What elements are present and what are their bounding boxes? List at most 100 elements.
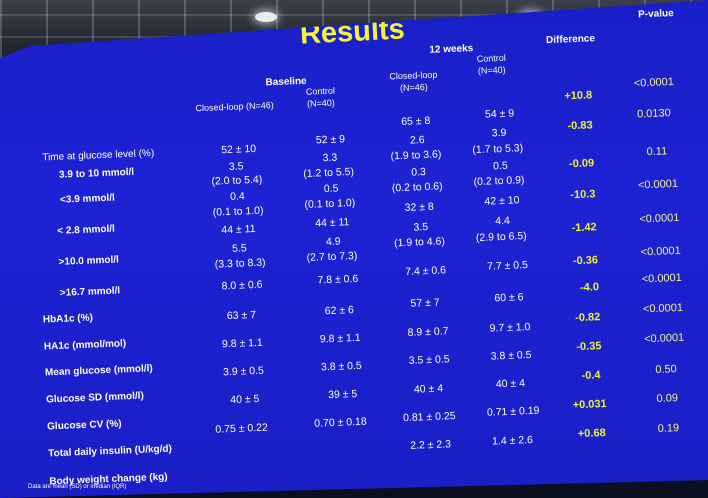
cell-baseline-closed: 5.5 — [231, 242, 248, 255]
cell-baseline-closed: 44 ± 11 — [221, 222, 256, 237]
cell-12w-control: 1.4 ± 2.6 — [491, 433, 534, 448]
row-label: HA1c (mmol/mol) — [43, 338, 127, 353]
cell-baseline-control: 0.70 ± 0.18 — [314, 415, 367, 430]
cell-12w-closed: 2.2 ± 2.3 — [409, 438, 452, 452]
row-label: HbA1c (%) — [42, 312, 94, 326]
cell-pvalue: 0.19 — [657, 422, 680, 435]
cell-pvalue: 0.50 — [655, 363, 678, 376]
cell-baseline-control: 9.8 ± 1.1 — [319, 331, 361, 346]
header-baseline: Baseline — [265, 75, 307, 89]
row-label: Mean glucose (mmol/l) — [44, 363, 153, 379]
cell-12w-control: 7.7 ± 0.5 — [486, 259, 529, 273]
cell-difference: +0.68 — [577, 427, 606, 441]
cell-pvalue: <0.0001 — [639, 211, 680, 226]
cell-baseline-control: (2.7 to 7.3) — [306, 249, 358, 264]
cell-12w-control: (2.9 to 6.5) — [475, 230, 527, 245]
cell-12w-closed: 40 ± 4 — [413, 382, 444, 396]
cell-difference: -10.3 — [570, 188, 596, 202]
cell-baseline-control: 4.9 — [325, 235, 341, 249]
footnote: Data are mean (SD) or median (IQR) — [28, 484, 127, 490]
cell-12w-closed: (1.9 to 4.6) — [393, 235, 446, 250]
header-pvalue: P-value — [637, 7, 674, 21]
header-12w-closed-loop: Closed-loop (N=46) — [389, 69, 438, 94]
row-label: Glucose SD (mmol/l) — [45, 390, 145, 406]
cell-12w-control: 4.4 — [495, 214, 511, 228]
cell-12w-closed: 8.9 ± 0.7 — [407, 325, 449, 339]
header-12-weeks: 12 weeks — [429, 43, 474, 56]
cell-difference: -1.42 — [571, 221, 597, 235]
cell-baseline-closed: 0.75 ± 0.22 — [215, 421, 269, 436]
cell-baseline-control: 3.8 ± 0.5 — [320, 359, 363, 374]
cell-baseline-control: (1.2 to 5.5) — [302, 165, 355, 180]
cell-difference: -0.82 — [574, 311, 601, 325]
cell-12w-control: 3.8 ± 0.5 — [490, 348, 532, 363]
cell-baseline-control: 44 ± 11 — [314, 216, 350, 230]
cell-baseline-closed: 63 ± 7 — [226, 308, 257, 323]
cell-baseline-closed: 8.0 ± 0.6 — [221, 278, 263, 293]
cell-12w-control: 60 ± 6 — [494, 291, 524, 305]
cell-12w-closed: 2.6 — [409, 134, 425, 147]
cell-12w-control: 40 ± 4 — [495, 377, 526, 391]
cell-baseline-control: 3.3 — [322, 151, 338, 165]
row-label: Time at glucose level (%) — [42, 147, 155, 164]
cell-pvalue: <0.0001 — [637, 177, 679, 192]
cell-12w-control: 54 ± 9 — [484, 107, 515, 121]
cell-12w-control: 9.7 ± 1.0 — [489, 320, 531, 335]
row-label: Glucose CV (%) — [46, 418, 122, 433]
cell-12w-control: (1.7 to 5.3) — [472, 142, 524, 157]
cell-baseline-closed: 40 ± 5 — [230, 392, 260, 407]
cell-12w-control: 42 ± 10 — [484, 194, 520, 208]
cell-pvalue: 0.09 — [656, 392, 679, 405]
cell-baseline-closed: 9.8 ± 1.1 — [221, 336, 264, 351]
cell-difference: -0.36 — [572, 254, 599, 268]
cell-12w-closed: (1.9 to 3.6) — [390, 148, 442, 163]
row-label: >10.0 mmol/l — [58, 254, 120, 268]
header-baseline-control: Control (N=40) — [305, 85, 336, 109]
cell-difference: -4.0 — [579, 281, 600, 294]
header-difference: Difference — [545, 33, 596, 47]
row-label: < 2.8 mmol/l — [57, 223, 116, 237]
cell-12w-closed: 57 ± 7 — [410, 296, 440, 310]
row-label: >16.7 mmol/l — [59, 285, 121, 299]
cell-pvalue: 0.11 — [646, 145, 668, 159]
cell-12w-closed: 7.4 ± 0.6 — [404, 264, 447, 278]
cell-difference: +0.031 — [572, 397, 607, 412]
cell-pvalue: <0.0001 — [642, 301, 684, 316]
cell-12w-closed: 0.3 — [411, 166, 427, 179]
cell-12w-control: 0.5 — [492, 159, 508, 173]
row-label: 3.9 to 10 mmol/l — [58, 166, 135, 181]
header-12w-control: Control (N=40) — [476, 52, 506, 76]
cell-difference: -0.83 — [567, 119, 593, 133]
cell-pvalue: 0.0130 — [636, 107, 671, 121]
cell-12w-closed: (0.2 to 0.6) — [391, 180, 443, 195]
cell-12w-control: (0.2 to 0.9) — [473, 174, 525, 189]
cell-12w-control: 0.71 ± 0.19 — [486, 404, 540, 419]
row-label: <3.9 mmol/l — [59, 192, 116, 206]
cell-baseline-closed: 3.5 — [228, 160, 244, 173]
cell-baseline-control: (0.1 to 1.0) — [304, 196, 356, 211]
cell-12w-closed: 3.5 — [413, 221, 429, 234]
cell-baseline-closed: 0.4 — [229, 190, 245, 203]
row-label: Total daily insulin (U/kg/d) — [48, 443, 173, 460]
cell-baseline-closed: (2.0 to 5.4) — [211, 173, 263, 188]
cell-12w-closed: 0.81 ± 0.25 — [402, 410, 456, 425]
cell-pvalue: <0.0001 — [633, 76, 675, 90]
cell-baseline-control: 52 ± 9 — [315, 133, 346, 147]
cell-difference: -0.4 — [581, 369, 601, 382]
cell-baseline-control: 0.5 — [323, 182, 339, 196]
cell-pvalue: <0.0001 — [643, 331, 685, 346]
cell-baseline-control: 39 ± 5 — [327, 387, 358, 402]
ceiling-light — [255, 12, 277, 22]
cell-baseline-closed: 3.9 ± 0.5 — [222, 364, 265, 379]
cell-12w-closed: 3.5 ± 0.5 — [408, 353, 450, 367]
cell-12w-closed: 32 ± 8 — [404, 200, 435, 214]
header-baseline-closed-loop: Closed-loop (N=46) — [195, 100, 274, 114]
cell-baseline-closed: (3.3 to 8.3) — [214, 256, 266, 271]
cell-baseline-closed: 52 ± 10 — [220, 142, 257, 157]
cell-baseline-closed: (0.1 to 1.0) — [212, 204, 264, 219]
cell-pvalue: <0.0001 — [641, 271, 683, 286]
cell-baseline-control: 62 ± 6 — [324, 304, 355, 318]
cell-12w-closed: 65 ± 8 — [400, 114, 431, 128]
cell-difference: -0.09 — [568, 157, 595, 171]
